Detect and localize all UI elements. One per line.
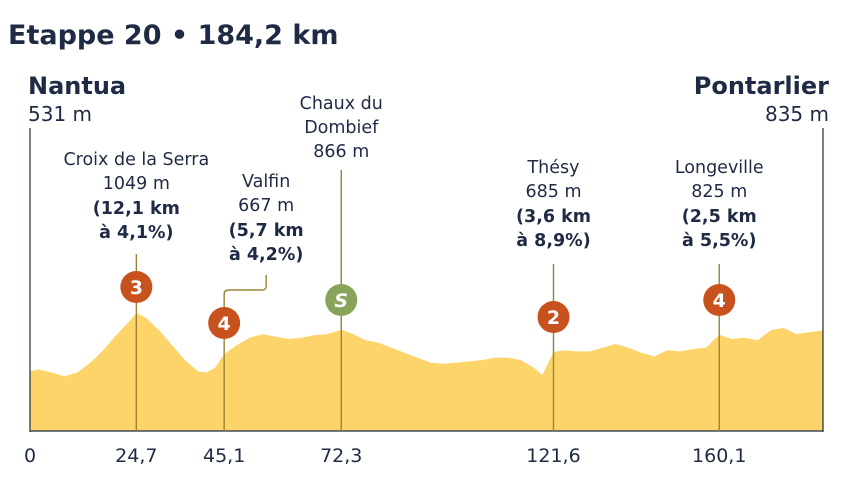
category-badge xyxy=(208,307,241,339)
poi-climb-info: à 5,5%) xyxy=(682,231,756,251)
poi-name: Thésy xyxy=(526,158,579,178)
badge-label: 3 xyxy=(130,277,143,299)
x-tick-label: 0 xyxy=(24,445,36,467)
poi-climb-info: (2,5 km xyxy=(682,207,757,227)
start-altitude: 531 m xyxy=(28,102,92,126)
poi-name: Dombief xyxy=(304,118,379,138)
poi-climb-info: à 8,9%) xyxy=(516,231,590,251)
poi-altitude: 825 m xyxy=(691,182,747,202)
badge-label: S xyxy=(334,290,348,312)
poi-climb-info: (3,6 km xyxy=(516,207,591,227)
badge-label: 4 xyxy=(218,313,231,335)
badge-label: 2 xyxy=(547,307,560,329)
badge-label: 4 xyxy=(713,290,726,312)
x-tick-label: 72,3 xyxy=(320,445,362,467)
category-badge xyxy=(120,271,153,303)
poi-guide-line xyxy=(223,275,267,431)
poi-climb-info: (5,7 km xyxy=(229,221,304,241)
poi-1: Valfin 667 m (5,7 km à 4,2%) 4 xyxy=(208,172,304,431)
poi-altitude: 667 m xyxy=(238,196,294,216)
stage-title: Etappe 20 • 184,2 km xyxy=(8,20,338,51)
x-tick-label: 24,7 xyxy=(115,445,157,467)
profile-area xyxy=(30,313,823,431)
poi-2: Chaux du Dombief 866 m S xyxy=(300,94,383,431)
poi-altitude: 866 m xyxy=(313,142,369,162)
poi-name: Croix de la Serra xyxy=(63,150,209,170)
poi-name: Chaux du xyxy=(300,94,383,114)
points-of-interest: Croix de la Serra 1049 m (12,1 km à 4,1%) 3 V… xyxy=(63,94,764,431)
finish-altitude: 835 m xyxy=(765,102,829,126)
sprint-badge xyxy=(325,284,358,316)
start-town: Nantua xyxy=(28,72,126,100)
finish-town: Pontarlier xyxy=(694,72,829,100)
poi-altitude: 685 m xyxy=(525,182,581,202)
profile-group xyxy=(30,313,823,431)
x-tick-label: 45,1 xyxy=(203,445,245,467)
poi-name: Valfin xyxy=(242,172,290,192)
category-badge xyxy=(703,284,736,316)
poi-altitude: 1049 m xyxy=(103,174,170,194)
poi-3: Thésy 685 m (3,6 km à 8,9%) 2 xyxy=(516,158,591,431)
poi-0: Croix de la Serra 1049 m (12,1 km à 4,1%) 3 xyxy=(63,150,209,431)
poi-climb-info: à 4,1%) xyxy=(99,223,173,243)
x-axis-ticks: 0 24,7 45,1 72,3 121,6 160,1 xyxy=(24,445,746,467)
poi-climb-info: (12,1 km xyxy=(93,199,180,219)
x-tick-label: 121,6 xyxy=(526,445,580,467)
poi-name: Longeville xyxy=(675,158,764,178)
category-badge xyxy=(537,301,570,333)
poi-climb-info: à 4,2%) xyxy=(229,245,303,265)
poi-4: Longeville 825 m (2,5 km à 5,5%) 4 xyxy=(675,158,764,431)
x-tick-label: 160,1 xyxy=(692,445,746,467)
